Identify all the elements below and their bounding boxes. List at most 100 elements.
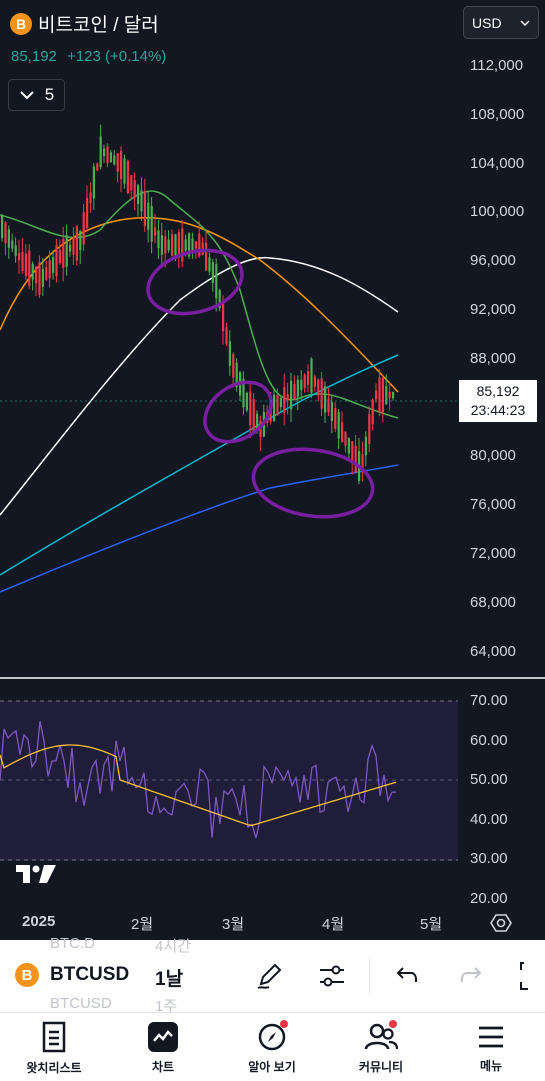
candle-body	[205, 242, 208, 271]
candle-body	[211, 262, 214, 283]
nav-label: 커뮤니티	[358, 1060, 404, 1074]
candle-body	[242, 378, 245, 408]
bottom-navigation: 왓치리스트 차트 알아 보기 커뮤니티 메뉴	[0, 1012, 545, 1081]
interval-selector[interactable]: 1날	[155, 969, 184, 990]
price-tick-label: 100,000	[470, 203, 525, 221]
price-tick-label: 112,000	[470, 57, 524, 74]
candle-body	[184, 239, 187, 251]
nav-community[interactable]: 커뮤니티	[336, 1013, 426, 1081]
candle-body	[113, 155, 116, 165]
symbol-selector[interactable]: BTCUSD	[50, 964, 130, 985]
candle-body	[293, 383, 296, 400]
rsi-ma-line	[0, 744, 397, 827]
nav-label: 알아 보기	[248, 1060, 296, 1074]
candle-body	[86, 198, 89, 228]
indicator-settings-icon[interactable]	[316, 960, 348, 992]
candle-body	[392, 391, 395, 399]
candle-body	[79, 230, 82, 251]
chart-toolbar	[0, 940, 545, 1012]
candle-body	[31, 263, 34, 280]
nav-chart[interactable]: 차트	[118, 1013, 208, 1081]
nav-explore[interactable]: 알아 보기	[227, 1013, 317, 1081]
candle-body	[109, 152, 112, 163]
notification-dot	[280, 1020, 288, 1028]
pencil-icon[interactable]	[253, 960, 285, 992]
chevron-down-icon	[20, 91, 34, 100]
candle-body	[317, 379, 320, 396]
candle-body	[126, 160, 129, 194]
candle-body	[177, 232, 180, 258]
candle-body	[82, 212, 85, 245]
candle-body	[191, 238, 194, 252]
bitcoin-icon: B	[15, 963, 39, 987]
candle-body	[147, 202, 150, 230]
candle-body	[252, 399, 255, 432]
annotation-circle	[251, 447, 375, 519]
candle-body	[188, 233, 191, 257]
currency-select[interactable]: USD	[463, 6, 539, 39]
candle-body	[28, 250, 31, 286]
indicators-toggle-button[interactable]: 5	[8, 79, 65, 111]
candle-body	[351, 441, 354, 464]
candle-body	[35, 266, 38, 284]
candle-body	[276, 394, 279, 416]
rsi-line	[0, 721, 397, 839]
symbol-title: 비트코인 / 달러	[38, 15, 159, 36]
candle-body	[320, 378, 323, 409]
undo-icon[interactable]	[391, 960, 423, 992]
candle-body	[368, 414, 371, 444]
candle-body	[38, 262, 41, 295]
candle-body	[313, 376, 316, 387]
candle-body	[181, 228, 184, 262]
price-tick-label: 68,000	[470, 593, 516, 611]
rsi-tick-label: 30.00	[470, 850, 508, 868]
candle-body	[41, 268, 44, 287]
redo-icon[interactable]	[455, 960, 487, 992]
annotation-circle	[146, 248, 244, 316]
symbol-header[interactable]: B 비트코인 / 달러	[10, 10, 159, 37]
settings-icon[interactable]	[490, 912, 512, 934]
candle-body	[235, 362, 238, 388]
candle-body	[198, 233, 201, 257]
candle-body	[354, 445, 357, 473]
scroll-symbol-prev: BTC.D	[50, 935, 95, 952]
candle-body	[364, 436, 367, 456]
candle-body	[290, 380, 293, 410]
currency-value: USD	[472, 14, 502, 31]
price-chart[interactable]	[0, 0, 545, 940]
candle-body	[296, 379, 299, 397]
ema-50-line	[0, 354, 399, 576]
candle-body	[232, 354, 235, 378]
community-icon	[364, 1023, 398, 1050]
candle-body	[164, 236, 167, 254]
candle-body	[324, 386, 327, 413]
fullscreen-icon[interactable]	[518, 960, 545, 992]
price-tick-label: 108,000	[470, 105, 525, 123]
candle-body	[347, 437, 350, 454]
candle-body	[334, 407, 337, 429]
scroll-symbol-next: BTCUSD	[50, 995, 112, 1012]
notification-dot	[389, 1020, 397, 1028]
compass-icon	[258, 1023, 286, 1051]
current-price: 85,192	[11, 48, 57, 65]
candle-body	[283, 387, 286, 414]
candle-body	[174, 234, 177, 256]
candle-body	[69, 244, 72, 252]
candle-body	[52, 257, 55, 273]
tradingview-logo	[16, 865, 56, 883]
candle-body	[341, 422, 344, 442]
price-tick-label: 96,000	[470, 252, 516, 270]
candle-body	[1, 215, 4, 239]
candle-body	[307, 371, 310, 385]
rsi-tick-label: 20.00	[470, 890, 508, 907]
candle-body	[249, 391, 252, 426]
candle-body	[361, 454, 364, 472]
nav-watchlist[interactable]: 왓치리스트	[9, 1013, 99, 1081]
rsi-tick-label: 70.00	[470, 692, 508, 709]
price-tick-label: 72,000	[470, 545, 516, 562]
nav-menu[interactable]: 메뉴	[446, 1013, 536, 1081]
candle-body	[116, 153, 119, 172]
price-tick-label: 76,000	[470, 496, 516, 514]
watchlist-icon	[42, 1021, 66, 1053]
time-tick-label: 5월	[420, 916, 443, 933]
